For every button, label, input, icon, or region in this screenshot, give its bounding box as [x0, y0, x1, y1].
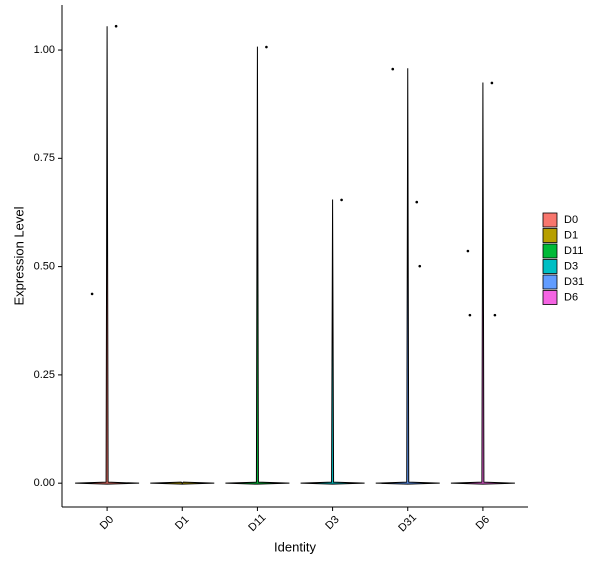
x-tick-label: D11 — [246, 512, 268, 534]
x-tick-label: D31 — [396, 512, 419, 535]
violin — [450, 82, 515, 485]
point — [114, 24, 118, 28]
point — [340, 198, 343, 202]
legend-swatch — [542, 212, 558, 228]
legend-label: D31 — [564, 276, 584, 288]
point — [415, 200, 419, 204]
point — [468, 313, 472, 317]
violin — [150, 481, 215, 485]
x-tick-label: D6 — [474, 514, 492, 532]
legend-swatch — [542, 243, 558, 259]
y-tick-label: 1.00 — [34, 44, 55, 56]
legend-label: D3 — [564, 260, 578, 272]
y-tick-label: 0.00 — [34, 477, 55, 489]
point — [391, 67, 395, 71]
y-tick-label: 0.75 — [34, 152, 55, 164]
point — [493, 313, 497, 317]
legend-swatch — [542, 228, 558, 243]
legend-label: D6 — [564, 291, 578, 303]
point — [90, 292, 94, 296]
y-tick-label: 0.50 — [34, 261, 55, 273]
point — [490, 81, 494, 85]
y-tick-label: 0.25 — [34, 369, 55, 381]
x-tick-label: D1 — [173, 514, 191, 532]
legend-label: D1 — [564, 229, 578, 241]
y-axis-label: Expression Level — [11, 206, 26, 305]
violin — [300, 199, 365, 485]
legend-swatch — [542, 259, 558, 274]
violin — [75, 26, 140, 485]
point — [265, 45, 268, 49]
legend-swatch — [542, 274, 558, 290]
violin — [375, 68, 440, 485]
legend-swatch — [542, 290, 558, 305]
x-tick-label: D0 — [98, 514, 116, 532]
point — [418, 264, 422, 268]
legend-label: D11 — [564, 245, 583, 257]
x-tick-label: D3 — [323, 514, 341, 532]
legend-label: D0 — [564, 214, 578, 226]
x-axis-label: Identity — [274, 539, 316, 554]
point — [466, 249, 470, 253]
violin — [225, 46, 290, 485]
